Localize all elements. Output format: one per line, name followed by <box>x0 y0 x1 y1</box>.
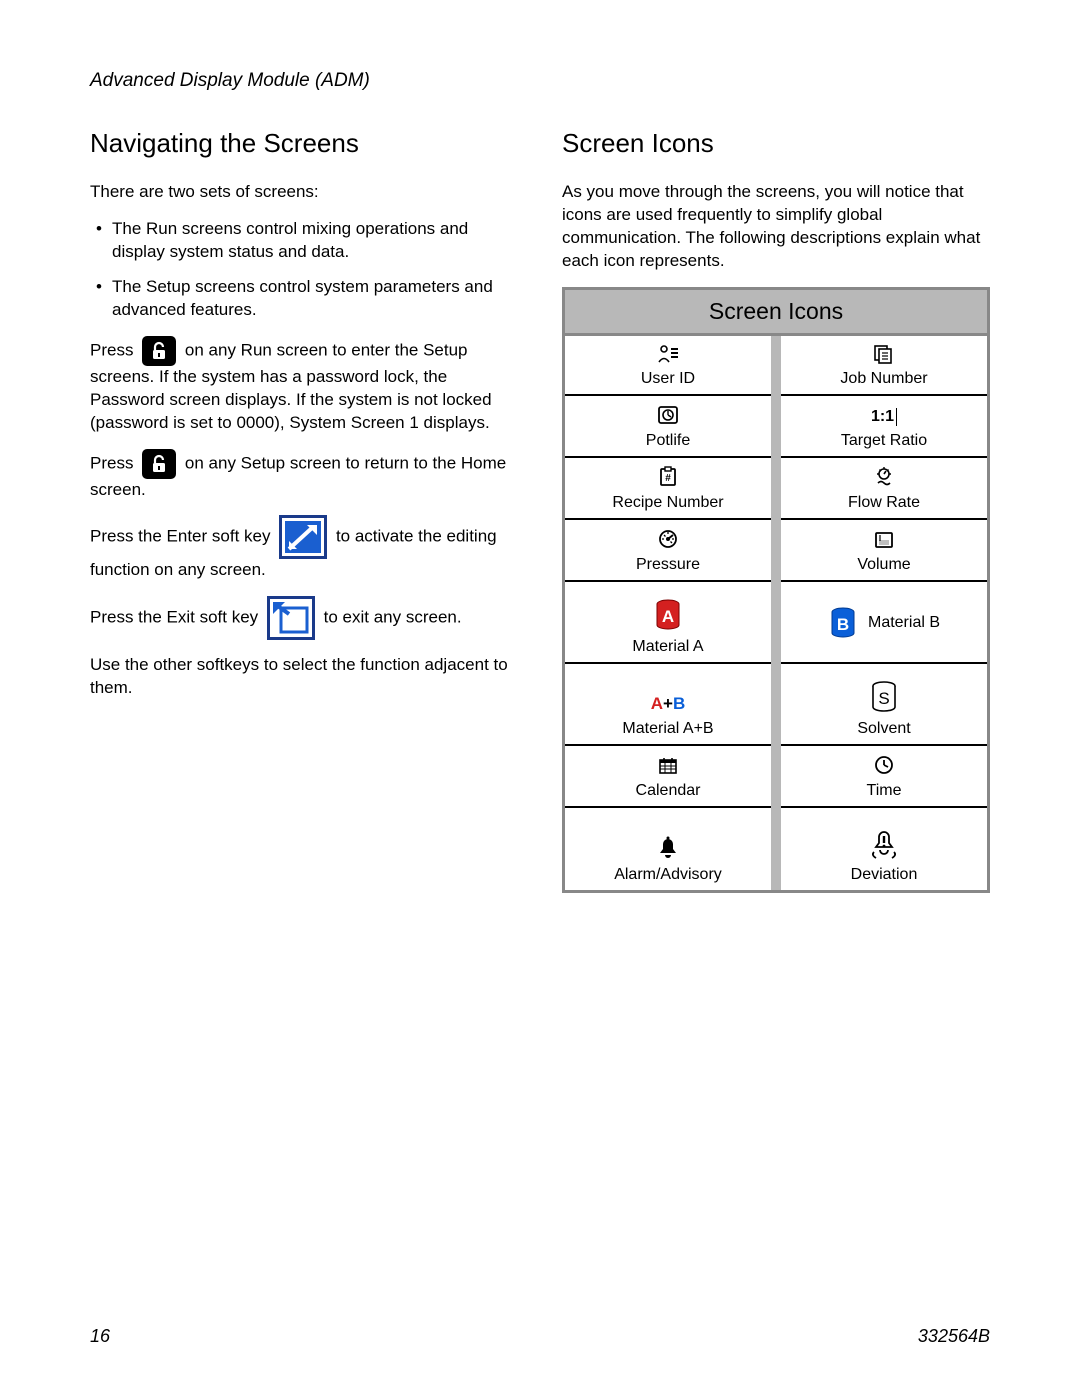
icon-label: Material A+B <box>622 720 713 738</box>
solvent-icon: S <box>869 680 899 714</box>
screen-icons-table: Screen Icons User ID <box>562 287 990 893</box>
lock-icon <box>142 449 176 479</box>
ratio-text: 1:1 <box>871 408 894 426</box>
bullet-item: The Run screens control mixing operation… <box>90 218 518 264</box>
icon-cell-material-a: A Material A <box>565 582 771 664</box>
svg-text:S: S <box>878 689 889 708</box>
lock-icon <box>142 336 176 366</box>
user-id-icon <box>657 344 679 364</box>
icon-label: Deviation <box>851 866 918 884</box>
other-softkeys: Use the other softkeys to select the fun… <box>90 654 518 700</box>
flow-rate-icon <box>872 466 896 488</box>
table-separator <box>771 664 781 746</box>
bullet-item: The Setup screens control system paramet… <box>90 276 518 322</box>
press-lock-home: Press on any Setup screen to return to t… <box>90 449 518 502</box>
icon-label: User ID <box>641 370 695 388</box>
material-a-icon: A <box>653 598 683 632</box>
table-separator <box>771 746 781 808</box>
icon-label: Solvent <box>857 720 910 738</box>
two-column-layout: Navigating the Screens There are two set… <box>90 128 990 893</box>
icon-label: Material A <box>632 638 703 656</box>
icon-cell-alarm: Alarm/Advisory <box>565 808 771 890</box>
icon-label: Job Number <box>840 370 927 388</box>
table-separator <box>771 520 781 582</box>
icon-cell-job-number: Job Number <box>781 336 987 396</box>
doc-number: 332564B <box>918 1326 990 1347</box>
table-separator <box>771 582 781 664</box>
page-footer: 16 332564B <box>90 1326 990 1347</box>
svg-text:#: # <box>665 473 671 484</box>
icon-cell-recipe-number: # Recipe Number <box>565 458 771 520</box>
enter-softkey-icon <box>279 515 327 559</box>
press-enter: Press the Enter soft key to activate the… <box>90 515 518 582</box>
icon-cell-solvent: S Solvent <box>781 664 987 746</box>
icon-label: Recipe Number <box>612 494 723 512</box>
recipe-number-icon: # <box>657 466 679 488</box>
icon-cell-calendar: Calendar <box>565 746 771 808</box>
icon-cell-volume: Volume <box>781 520 987 582</box>
nav-heading: Navigating the Screens <box>90 128 518 159</box>
material-ab-icon: A+B <box>651 694 686 714</box>
calendar-icon <box>657 756 679 776</box>
target-ratio-icon: 1:1 <box>871 408 897 426</box>
press-lock-setup: Press on any Run screen to enter the Set… <box>90 336 518 435</box>
icon-label: Pressure <box>636 556 700 574</box>
icon-label: Volume <box>857 556 910 574</box>
icon-label: Target Ratio <box>841 432 927 450</box>
text-part: Press <box>90 453 138 472</box>
icon-cell-pressure: Pressure <box>565 520 771 582</box>
material-b-icon: B <box>828 606 858 640</box>
job-number-icon <box>873 344 895 364</box>
icon-label: Flow Rate <box>848 494 920 512</box>
icon-label: Material B <box>868 614 940 632</box>
alarm-icon <box>657 836 679 860</box>
time-icon <box>873 754 895 776</box>
icon-cell-time: Time <box>781 746 987 808</box>
icon-label: Time <box>867 782 902 800</box>
icon-label: Alarm/Advisory <box>614 866 722 884</box>
text-part: Press the Exit soft key <box>90 608 263 627</box>
press-exit: Press the Exit soft key to exit any scre… <box>90 596 518 640</box>
icon-label: Calendar <box>636 782 701 800</box>
svg-text:B: B <box>837 615 849 634</box>
table-separator <box>771 808 781 890</box>
icon-cell-potlife: Potlife <box>565 396 771 458</box>
potlife-icon <box>656 404 680 426</box>
icon-cell-material-ab: A+B Material A+B <box>565 664 771 746</box>
svg-text:A: A <box>662 607 674 626</box>
exit-softkey-icon <box>267 596 315 640</box>
table-separator <box>771 336 781 396</box>
icon-cell-flow-rate: Flow Rate <box>781 458 987 520</box>
table-separator <box>771 458 781 520</box>
icon-cell-material-b: B Material B <box>781 582 987 664</box>
text-part: Press <box>90 340 138 359</box>
volume-icon <box>873 530 895 550</box>
nav-bullets: The Run screens control mixing operation… <box>90 218 518 322</box>
page-number: 16 <box>90 1326 110 1347</box>
deviation-icon <box>870 828 898 860</box>
text-part: Press the Enter soft key <box>90 527 275 546</box>
left-column: Navigating the Screens There are two set… <box>90 128 518 893</box>
icons-intro: As you move through the screens, you wil… <box>562 181 990 273</box>
pressure-icon <box>657 528 679 550</box>
icon-cell-user-id: User ID <box>565 336 771 396</box>
icon-label: Potlife <box>646 432 690 450</box>
icons-grid: User ID Job Number <box>565 336 987 890</box>
icon-cell-deviation: Deviation <box>781 808 987 890</box>
icons-heading: Screen Icons <box>562 128 990 159</box>
page-header: Advanced Display Module (ADM) <box>90 70 990 92</box>
right-column: Screen Icons As you move through the scr… <box>562 128 990 893</box>
table-separator <box>771 396 781 458</box>
text-part: to exit any screen. <box>324 608 462 627</box>
nav-intro: There are two sets of screens: <box>90 181 518 204</box>
table-title: Screen Icons <box>565 290 987 336</box>
icon-cell-target-ratio: 1:1 Target Ratio <box>781 396 987 458</box>
